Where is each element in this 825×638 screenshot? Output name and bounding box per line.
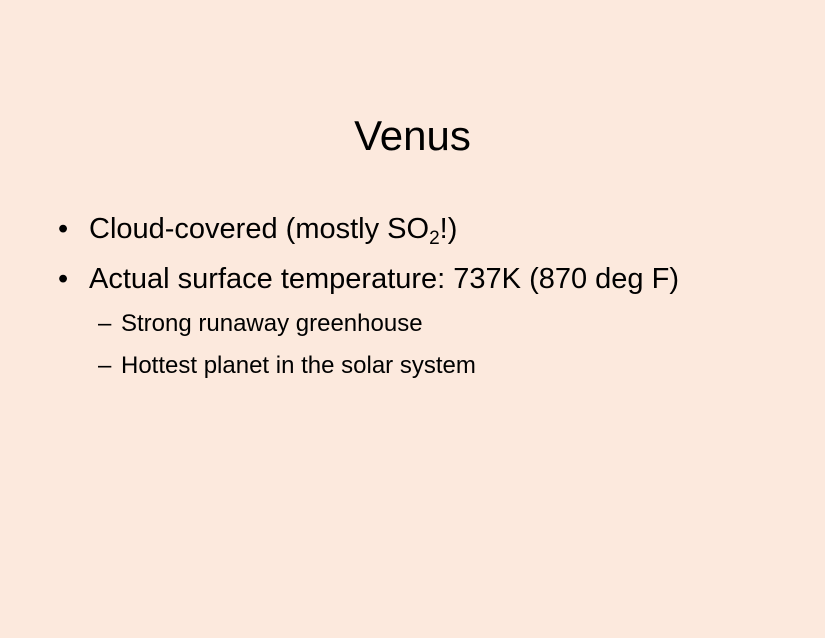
subbullet-item-hottest: – Hottest planet in the solar system	[98, 352, 476, 380]
slide-title: Venus	[354, 112, 471, 159]
bullet-marker: •	[58, 263, 69, 295]
bullet-item-clouds: • Cloud-covered (mostly SO2!)	[58, 212, 458, 249]
bullet-text-temperature: Actual surface temperature: 737K (870 de…	[89, 263, 679, 295]
bullet-item-temperature: • Actual surface temperature: 737K (870 d…	[58, 262, 679, 296]
subbullet-marker: –	[98, 310, 112, 337]
so2-subscript: 2	[429, 228, 440, 249]
subbullet-text-greenhouse: Strong runaway greenhouse	[121, 310, 423, 337]
bullet-text-clouds-before: Cloud-covered (mostly SO	[89, 213, 430, 245]
subbullet-item-greenhouse: – Strong runaway greenhouse	[98, 310, 423, 338]
subbullet-text-hottest: Hottest planet in the solar system	[121, 352, 476, 379]
subbullet-marker: –	[98, 352, 112, 379]
bullet-marker: •	[58, 213, 69, 245]
bullet-text-clouds-after: !)	[439, 213, 458, 245]
